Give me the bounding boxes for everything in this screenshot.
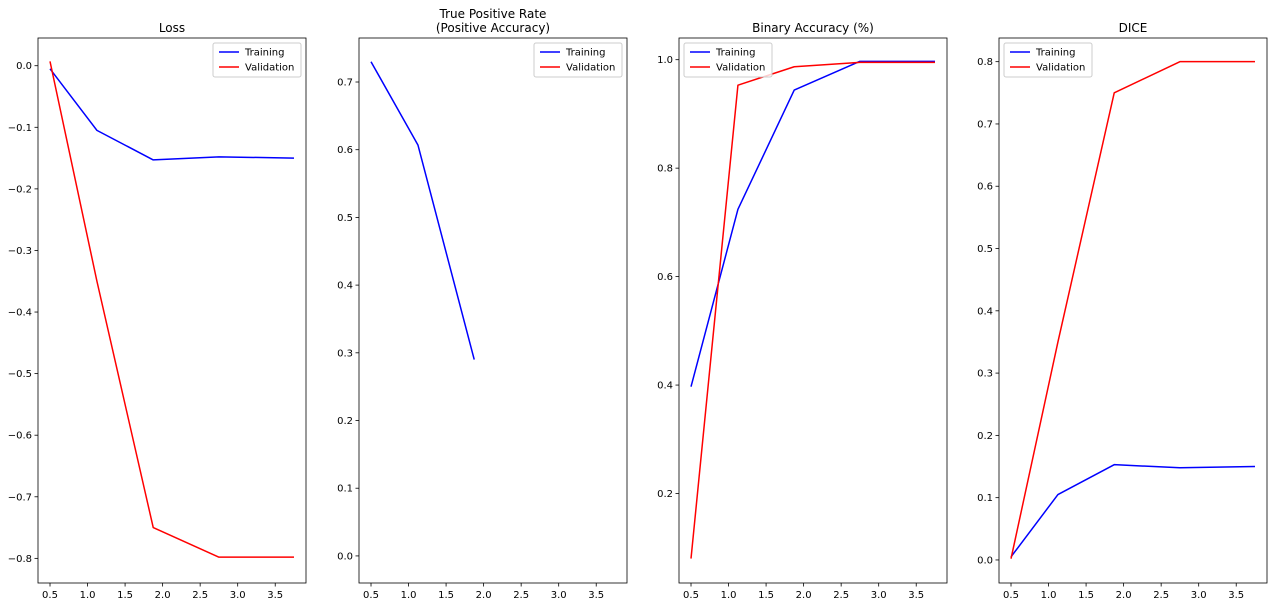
y-tick-label: −0.8 bbox=[8, 554, 32, 565]
y-tick-label: 0.3 bbox=[977, 369, 993, 380]
chart-title: DICE bbox=[1119, 21, 1148, 35]
y-tick-label: 0.7 bbox=[337, 78, 353, 89]
legend-label: Validation bbox=[245, 63, 294, 74]
x-tick-label: 1.0 bbox=[80, 590, 96, 601]
y-tick-label: 0.7 bbox=[977, 119, 993, 130]
x-tick-label: 1.5 bbox=[758, 590, 774, 601]
y-tick-label: 0.4 bbox=[657, 381, 673, 392]
x-tick-label: 0.5 bbox=[1003, 590, 1019, 601]
series-line-training bbox=[370, 61, 475, 360]
x-tick-label: 1.0 bbox=[401, 590, 417, 601]
y-tick-label: −0.6 bbox=[8, 431, 32, 442]
y-tick-label: −0.3 bbox=[8, 246, 32, 257]
axes-frame bbox=[998, 37, 1268, 584]
y-tick-label: 0.1 bbox=[977, 493, 993, 504]
x-tick-label: 2.0 bbox=[796, 590, 812, 601]
x-tick-label: 3.0 bbox=[871, 590, 887, 601]
legend: Training Validation bbox=[683, 42, 773, 78]
x-tick-label: 2.5 bbox=[192, 590, 208, 601]
axes-frame bbox=[678, 37, 948, 584]
y-tick-label: 0.2 bbox=[977, 431, 993, 442]
x-tick-label: 1.5 bbox=[1078, 590, 1094, 601]
y-tick-label: 0.0 bbox=[16, 61, 32, 72]
chart-title: Binary Accuracy (%) bbox=[752, 21, 874, 35]
legend-label: Training bbox=[715, 48, 755, 59]
y-tick-label: 0.5 bbox=[977, 244, 993, 255]
x-tick-label: 1.0 bbox=[1041, 590, 1057, 601]
legend: Training Validation bbox=[533, 42, 623, 78]
y-tick-label: 0.3 bbox=[337, 348, 353, 359]
y-tick-label: −0.4 bbox=[8, 308, 32, 319]
x-tick-label: 1.5 bbox=[438, 590, 454, 601]
y-tick-label: 0.8 bbox=[977, 57, 993, 68]
series-line-training bbox=[49, 68, 295, 161]
legend: Training Validation bbox=[212, 42, 302, 78]
legend-label: Validation bbox=[716, 63, 765, 74]
x-tick-label: 2.0 bbox=[155, 590, 171, 601]
chart-panel-4: DICE 0.5 1.0 1.5 2.0 2.5 3.0 3.5 0.0 0.1 0.2 0.3 0.4… bbox=[977, 21, 1268, 601]
x-tick-label: 2.0 bbox=[476, 590, 492, 601]
y-tick-label: 0.6 bbox=[977, 182, 993, 193]
chart-panel-3: Binary Accuracy (%) 0.5 1.0 1.5 2.0 2.5 3.0 3.5… bbox=[657, 21, 948, 601]
x-tick-label: 0.5 bbox=[42, 590, 58, 601]
x-tick-label: 3.5 bbox=[267, 590, 283, 601]
legend-label: Training bbox=[244, 48, 284, 59]
y-tick-label: 0.8 bbox=[657, 164, 673, 175]
y-tick-label: −0.1 bbox=[8, 123, 32, 134]
legend-label: Training bbox=[1035, 48, 1075, 59]
x-tick-label: 3.0 bbox=[551, 590, 567, 601]
y-tick-label: 1.0 bbox=[657, 55, 673, 66]
x-tick-label: 3.0 bbox=[1191, 590, 1207, 601]
x-tick-label: 2.0 bbox=[1116, 590, 1132, 601]
chart-title: (Positive Accuracy) bbox=[436, 21, 550, 35]
x-tick-label: 3.0 bbox=[230, 590, 246, 601]
chart-title: True Positive Rate bbox=[439, 7, 547, 21]
y-tick-label: 0.6 bbox=[337, 145, 353, 156]
y-tick-label: 0.5 bbox=[337, 213, 353, 224]
y-tick-label: 0.4 bbox=[337, 281, 353, 292]
y-tick-label: 0.4 bbox=[977, 306, 993, 317]
chart-title: Loss bbox=[159, 21, 185, 35]
legend-label: Training bbox=[565, 48, 605, 59]
x-tick-label: 2.5 bbox=[1153, 590, 1169, 601]
y-tick-label: 0.2 bbox=[337, 416, 353, 427]
chart-panel-2: True Positive Rate(Positive Accuracy) 0.5… bbox=[337, 7, 628, 601]
y-tick-label: 0.0 bbox=[337, 551, 353, 562]
axes-frame bbox=[358, 37, 628, 584]
x-tick-label: 3.5 bbox=[1228, 590, 1244, 601]
x-tick-label: 1.5 bbox=[117, 590, 133, 601]
legend-label: Validation bbox=[1036, 63, 1085, 74]
x-tick-label: 0.5 bbox=[363, 590, 379, 601]
series-line-training bbox=[1010, 463, 1256, 558]
series-line-training bbox=[690, 60, 935, 387]
x-tick-label: 2.5 bbox=[833, 590, 849, 601]
y-tick-label: 0.1 bbox=[337, 484, 353, 495]
series-line-validation bbox=[1010, 60, 1255, 559]
chart-panel-1: Loss 0.5 1.0 1.5 2.0 2.5 3.0 3.5 0.0 −0.1 −0.2 −0.3… bbox=[8, 21, 307, 601]
y-tick-label: 0.2 bbox=[657, 489, 673, 500]
y-tick-label: −0.5 bbox=[8, 369, 32, 380]
x-tick-label: 2.5 bbox=[513, 590, 529, 601]
y-tick-label: −0.7 bbox=[8, 492, 32, 503]
x-tick-label: 0.5 bbox=[683, 590, 699, 601]
series-line-validation bbox=[690, 61, 935, 559]
y-tick-label: −0.2 bbox=[8, 184, 32, 195]
legend: Training Validation bbox=[1003, 42, 1093, 78]
y-tick-label: 0.6 bbox=[657, 272, 673, 283]
axes-frame bbox=[37, 37, 307, 584]
legend-label: Validation bbox=[566, 63, 615, 74]
series-line-validation bbox=[49, 61, 294, 558]
x-tick-label: 3.5 bbox=[588, 590, 604, 601]
y-tick-label: 0.0 bbox=[977, 555, 993, 566]
x-tick-label: 1.0 bbox=[721, 590, 737, 601]
x-tick-label: 3.5 bbox=[908, 590, 924, 601]
